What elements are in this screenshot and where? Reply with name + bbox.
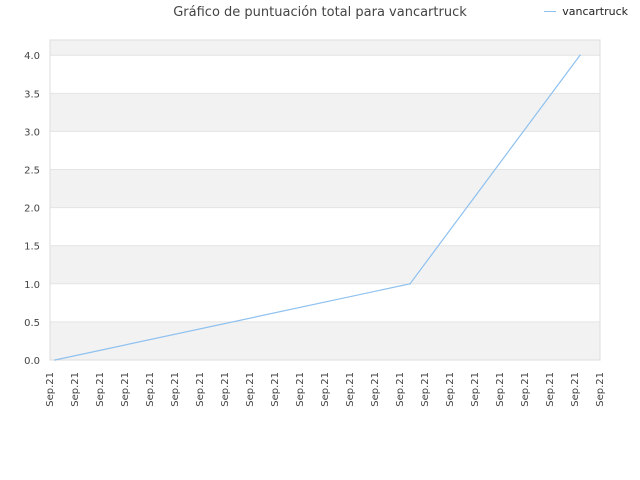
grid-band [50,93,600,132]
x-tick-label: Sep.21 [495,372,506,407]
x-tick-label: Sep.21 [445,372,456,407]
grid-band [50,321,600,360]
x-tick-label: Sep.21 [545,372,556,407]
data-point [54,359,56,361]
y-tick-label: 1.0 [24,280,40,291]
legend-label: vancartruck [562,5,628,18]
x-tick-label: Sep.21 [595,372,606,407]
x-tick-label: Sep.21 [370,372,381,407]
y-tick-label: 3.0 [24,127,40,138]
x-tick-label: Sep.21 [295,372,306,407]
grid-band [50,169,600,208]
y-tick-label: 1.5 [24,242,40,253]
data-point [579,54,581,57]
y-tick-label: 3.5 [24,89,40,100]
x-tick-label: Sep.21 [420,372,431,407]
x-tick-label: Sep.21 [70,372,81,407]
x-tick-label: Sep.21 [120,372,131,407]
x-tick-label: Sep.21 [320,372,331,407]
x-tick-label: Sep.21 [395,372,406,407]
x-tick-label: Sep.21 [245,372,256,407]
x-tick-label: Sep.21 [45,372,56,407]
grid-band [50,245,600,284]
x-tick-label: Sep.21 [345,372,356,407]
x-tick-label: Sep.21 [270,372,281,407]
x-tick-label: Sep.21 [520,372,531,407]
y-tick-label: 0.0 [24,356,40,367]
x-tick-label: Sep.21 [170,372,181,407]
x-tick-label: Sep.21 [95,372,106,407]
y-tick-label: 0.5 [24,318,40,329]
plot-frame [49,39,601,361]
x-tick-label: Sep.21 [220,372,231,407]
legend-swatch [544,11,557,12]
x-tick-label: Sep.21 [195,372,206,407]
x-tick-label: Sep.21 [145,372,156,407]
x-tick-label: Sep.21 [470,372,481,407]
x-tick-label: Sep.21 [570,372,581,407]
chart-title: Gráfico de puntuación total para vancart… [173,5,467,20]
y-tick-label: 2.0 [24,204,40,215]
data-point [409,283,411,285]
legend[interactable]: vancartruck [544,5,628,18]
y-tick-label: 4.0 [24,51,40,62]
grid-band [50,40,600,56]
y-tick-label: 2.5 [24,166,40,177]
